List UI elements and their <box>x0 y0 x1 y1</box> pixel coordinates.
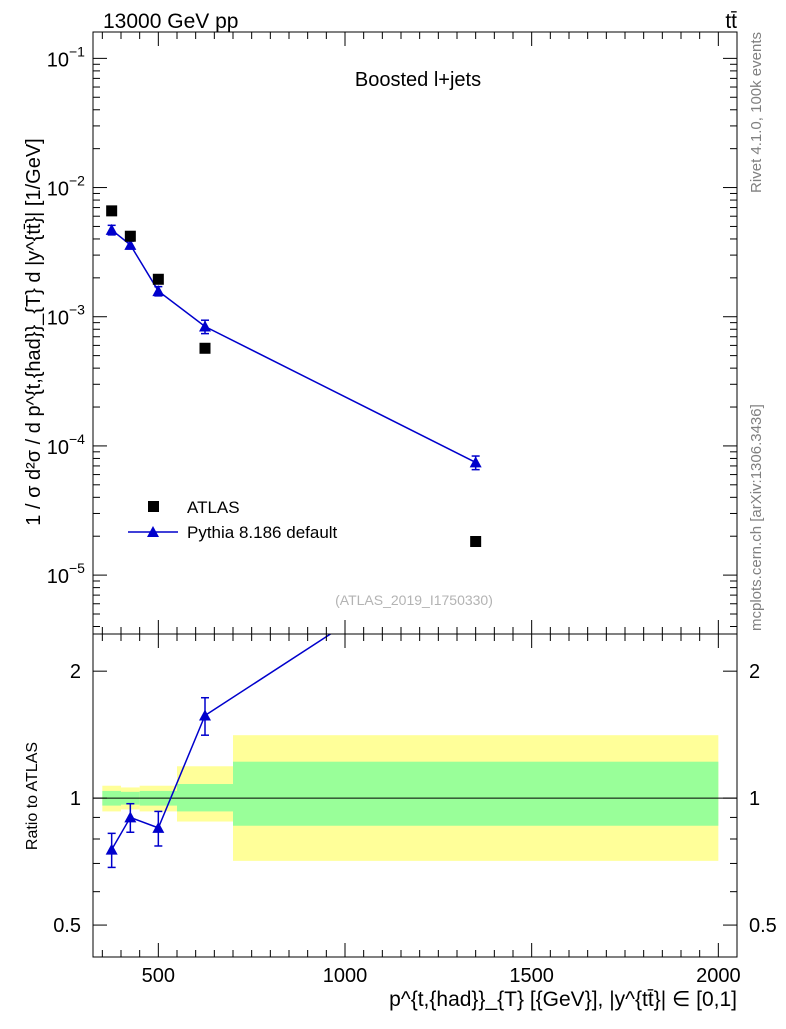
ratio-y-tick-label: 2 <box>70 661 81 683</box>
ratio-y-tick-label-right: 1 <box>749 788 760 810</box>
main-y-tick-label: 10 <box>47 437 69 459</box>
x-axis-label: p^{t,{had}}_{T} [{GeV}], |y^{tt̄}| ∈ [0,… <box>389 988 737 1011</box>
ratio-pythia-point <box>152 821 165 833</box>
legend-atlas-marker <box>148 501 159 512</box>
ratio-plot-area <box>93 634 737 869</box>
main-y-tick-exponent: −4 <box>69 431 85 447</box>
main-plot-area <box>105 205 482 548</box>
ratio-y-tick-label-right: 0.5 <box>749 915 777 937</box>
ratio-frame <box>92 633 738 958</box>
pythia-point <box>199 320 211 332</box>
main-y-tick-exponent: −3 <box>69 302 85 318</box>
ratio-pythia-point <box>199 709 211 721</box>
main-axes: 10−110−210−310−410−5 <box>47 32 738 634</box>
x-axis-label-text: p^{t,{had}}_{T} [{GeV}], |y^{tt̄}| ∈ [0,… <box>389 988 737 1011</box>
ratio-y-axis-label: Ratio to ATLAS <box>24 742 41 850</box>
legend-pythia-marker <box>147 526 159 537</box>
atlas-point <box>470 536 482 548</box>
main-y-tick-exponent: −5 <box>69 560 85 576</box>
pythia-line <box>111 229 477 464</box>
main-y-tick-exponent: −1 <box>69 43 85 59</box>
chart-title: Boosted l+jets <box>355 69 481 91</box>
pythia-point <box>152 285 165 297</box>
pythia-point <box>124 238 137 250</box>
ratio-y-tick-label: 0.5 <box>53 915 81 937</box>
main-y-axis-label-text: 1 / σ d²σ / d p^{t,{had}}_{T} d |y^{tt̄}… <box>23 138 45 525</box>
main-frame <box>92 31 738 635</box>
main-y-tick-exponent: −2 <box>69 173 85 189</box>
main-y-tick-label: 10 <box>47 179 69 201</box>
energy-label: 13000 GeV pp <box>103 10 238 33</box>
atlas-point <box>199 342 211 354</box>
ratio-pythia-point <box>124 811 137 823</box>
atlas-point <box>106 205 118 217</box>
ratio-axes: 0.5 0.5 1 1 2 2 500 1000 1500 2000 <box>53 634 777 987</box>
main-y-axis-label: 1 / σ d²σ / d p^{t,{had}}_{T} d |y^{tt̄}… <box>23 138 45 525</box>
pythia-point <box>105 223 118 235</box>
x-tick-label: 1500 <box>509 965 554 987</box>
process-label: tt̄ <box>725 10 737 33</box>
rivet-version-label: Rivet 4.1.0, 100k events <box>748 32 765 193</box>
analysis-tag: (ATLAS_2019_I1750330) <box>335 592 493 608</box>
legend-pythia-label: Pythia 8.186 default <box>187 523 338 542</box>
x-tick-label: 500 <box>142 965 175 987</box>
x-tick-label: 2000 <box>696 965 741 987</box>
pythia-point <box>469 456 482 468</box>
main-y-tick-label: 10 <box>47 308 69 330</box>
main-y-tick-label: 10 <box>47 566 69 588</box>
main-y-tick-label: 10 <box>47 49 69 71</box>
legend-atlas-label: ATLAS <box>187 498 240 517</box>
atlas-point <box>124 230 136 242</box>
ratio-inner-band <box>233 761 719 826</box>
legend: ATLAS Pythia 8.186 default <box>128 498 338 542</box>
atlas-point <box>152 273 164 285</box>
ratio-y-tick-label-right: 2 <box>749 661 760 683</box>
ratio-pythia-point <box>105 843 118 855</box>
x-tick-label: 1000 <box>323 965 368 987</box>
ratio-y-tick-label: 1 <box>70 788 81 810</box>
mcplots-label: mcplots.cern.ch [arXiv:1306.3436] <box>748 404 765 631</box>
